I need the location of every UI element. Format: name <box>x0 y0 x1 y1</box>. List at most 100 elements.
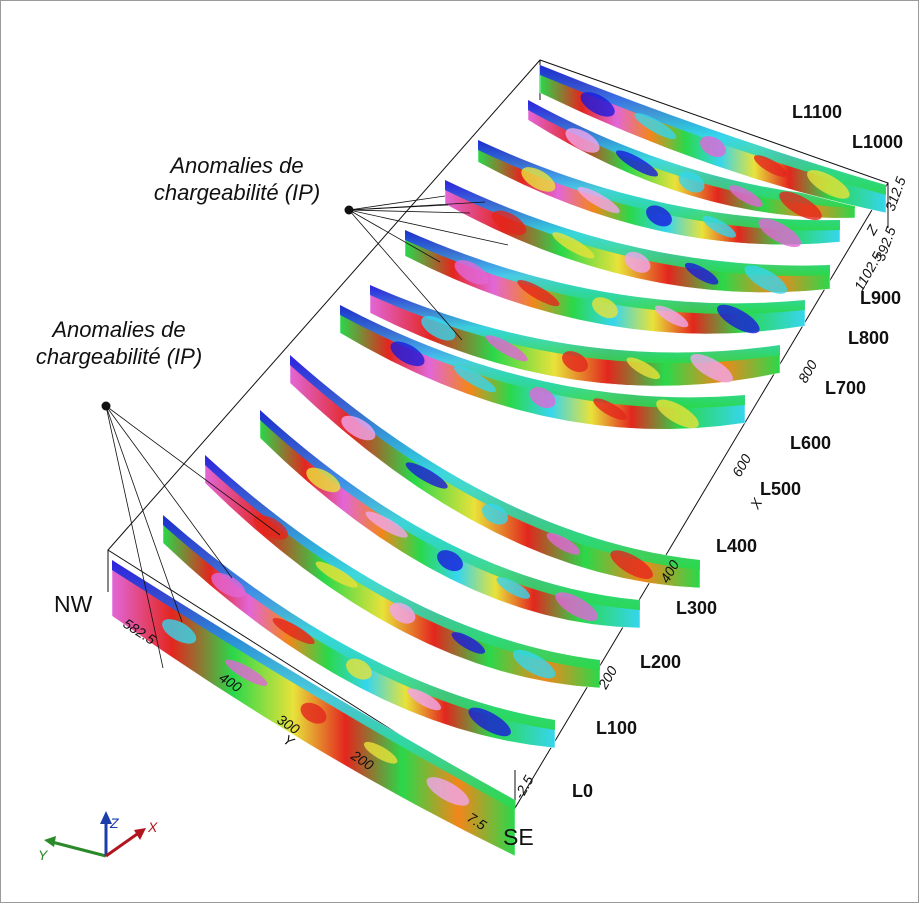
anomaly-patch <box>529 387 556 409</box>
ip-section-4 <box>289 354 701 589</box>
anomaly-patch <box>512 649 556 679</box>
callout-leaders <box>101 195 509 669</box>
line-label-l100: L100 <box>596 718 637 738</box>
anomaly-patch <box>684 262 719 285</box>
anomaly-patch <box>272 617 315 645</box>
ip-callout-lower-line2: chargeabilité (IP) <box>35 344 203 369</box>
x-tick-label: 800 <box>795 357 821 385</box>
section-top-face <box>260 410 640 610</box>
line-label-l1000: L1000 <box>852 132 903 152</box>
anomaly-patch <box>482 503 508 525</box>
direction-nw: NW <box>54 591 93 617</box>
line-label-l800: L800 <box>848 328 889 348</box>
anomaly-patch <box>390 341 425 367</box>
ip-section-9 <box>477 139 841 248</box>
section-top-face <box>340 305 745 408</box>
leader-line <box>105 405 164 669</box>
ip-sections <box>111 64 887 857</box>
anomaly-patch <box>300 702 327 724</box>
z-axis-label: Z <box>862 222 881 239</box>
ip-callout-upper-line2: chargeabilité (IP) <box>153 180 321 205</box>
line-label-l0: L0 <box>572 781 593 801</box>
ip-section-8 <box>444 179 831 294</box>
triad-x-head <box>134 828 146 840</box>
leader-line <box>348 209 441 263</box>
ip-callout-upper-line1: Anomalies de <box>170 153 304 178</box>
section-top-face <box>370 285 780 364</box>
anomaly-patch <box>315 561 358 588</box>
leader-line <box>105 405 183 623</box>
ip-section-3 <box>259 409 641 629</box>
section-top-face <box>540 65 886 195</box>
anomaly-patch <box>485 335 528 362</box>
leader-line <box>348 209 471 214</box>
anomaly-patch <box>546 532 581 555</box>
anomaly-patch <box>454 260 489 285</box>
anomaly-patch <box>253 515 288 540</box>
anomaly-patch <box>646 205 672 227</box>
anomaly-patch <box>616 150 658 177</box>
ip-anomaly-callout-upper: Anomalies de chargeabilité (IP) <box>132 152 342 206</box>
anomaly-patch <box>346 658 372 680</box>
anomaly-patch <box>454 366 496 393</box>
anomaly-patch <box>363 741 398 764</box>
ip-section-2 <box>204 454 601 689</box>
triad-z-head <box>100 811 112 824</box>
anomaly-patch <box>341 415 376 441</box>
line-label-l400: L400 <box>716 536 757 556</box>
section-top-face <box>205 455 600 670</box>
leader-line <box>348 209 463 341</box>
anomaly-patch <box>744 265 788 294</box>
anomaly-patch <box>702 215 737 238</box>
anomaly-patch <box>700 136 726 158</box>
section-body <box>204 454 601 689</box>
leader-line <box>348 209 509 246</box>
anomaly-patch <box>365 511 408 538</box>
line-label-l500: L500 <box>760 479 801 499</box>
line-label-l1100: L1100 <box>792 102 842 122</box>
ip-callout-lower-line1: Anomalies de <box>52 317 186 342</box>
anomaly-patch <box>656 399 699 429</box>
line-label-l600: L600 <box>790 433 831 453</box>
section-top-face <box>112 560 515 810</box>
anomaly-patch <box>521 167 556 192</box>
leader-line <box>105 405 233 579</box>
line-label-l900: L900 <box>860 288 901 308</box>
anomaly-patch <box>565 128 600 153</box>
triad-y-arrow <box>47 839 107 858</box>
line-label-l200: L200 <box>640 652 681 672</box>
anomaly-patch <box>211 572 246 598</box>
triad-z-label: Z <box>109 815 119 831</box>
anomaly-patch <box>758 218 801 248</box>
axis-triad: Y Z X <box>38 811 158 863</box>
anomaly-patch <box>678 171 705 193</box>
anomaly-patch <box>405 462 448 489</box>
anomaly-patch <box>407 688 442 711</box>
anomaly-patch <box>517 279 560 307</box>
ip-section-5 <box>339 304 746 430</box>
anomaly-patch <box>610 550 653 579</box>
anomaly-patch <box>729 185 763 207</box>
anomaly-patch <box>779 191 822 221</box>
anomaly-patch <box>389 602 416 624</box>
anomaly-patch <box>624 251 651 273</box>
anomaly-patch <box>555 592 598 621</box>
x-tick-label: 600 <box>729 451 755 479</box>
leader-line <box>348 195 446 211</box>
line-label-l700: L700 <box>825 378 866 398</box>
anomaly-patch <box>580 92 615 117</box>
ip-anomaly-callout-lower: Anomalies de chargeabilité (IP) <box>14 316 224 370</box>
ip-section-6 <box>369 284 781 387</box>
anomaly-patch <box>592 297 618 319</box>
anomaly-patch <box>552 232 595 259</box>
section-body <box>259 409 641 629</box>
ip-section-1 <box>162 514 556 749</box>
line-label-l300: L300 <box>676 598 717 618</box>
anomaly-patch <box>225 659 268 686</box>
anomaly-patch <box>753 155 788 177</box>
ip-section-0 <box>111 559 516 857</box>
section-top-face <box>405 230 805 314</box>
anomaly-patch <box>593 398 627 420</box>
anomaly-patch <box>437 550 463 572</box>
ip-section-11 <box>539 64 887 214</box>
